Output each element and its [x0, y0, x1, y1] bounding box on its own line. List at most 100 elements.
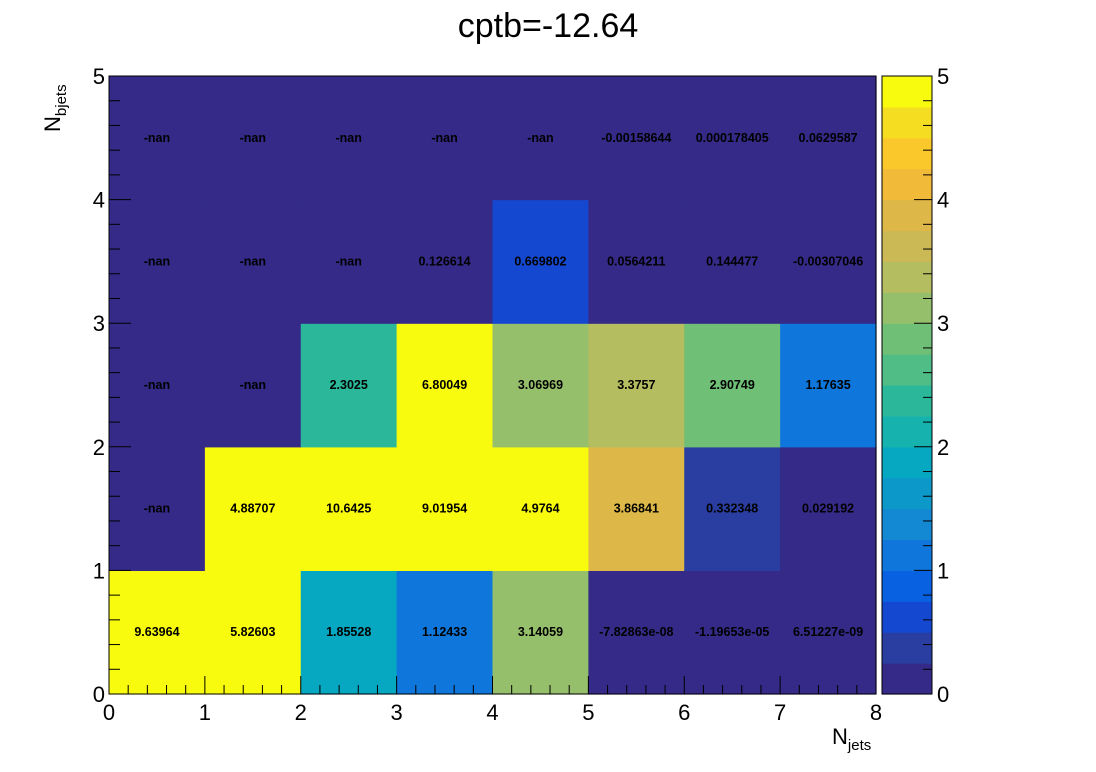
heatmap-cell: [780, 446, 877, 571]
cell-value-label: 9.63964: [134, 625, 179, 639]
chart-title: cptb=-12.64: [458, 7, 639, 45]
cell-value-label: 6.51227e-09: [793, 625, 863, 639]
heatmap-cell: [492, 446, 589, 571]
x-tick-label: 5: [582, 700, 594, 725]
x-tick-label: 0: [103, 700, 115, 725]
heatmap-cell: [684, 76, 781, 201]
x-tick-label: 2: [295, 700, 307, 725]
x-tick-label: 8: [870, 700, 882, 725]
cell-value-label: -nan: [144, 502, 170, 516]
x-tick-label: 4: [486, 700, 498, 725]
colorbar-segment: [882, 570, 932, 602]
colorbar-segment: [882, 539, 932, 571]
colorbar-segment: [882, 199, 932, 232]
cell-value-label: -0.00307046: [793, 254, 863, 268]
y-axis-label: Nbjets: [40, 84, 70, 132]
heatmap-cell: [396, 570, 494, 695]
colorbar-tick-label: 2: [937, 435, 949, 460]
heatmap-cell: [204, 76, 302, 201]
y-axis-label-sub: bjets: [53, 84, 70, 116]
colorbar-tick-label: 5: [937, 64, 949, 89]
cell-value-label: -nan: [144, 378, 170, 392]
cell-value-label: 1.85528: [326, 625, 371, 639]
y-tick-label: 3: [93, 311, 105, 336]
colorbar-segment: [882, 385, 932, 417]
heatmap-cell: [204, 323, 302, 448]
heatmap-cell: [396, 446, 494, 571]
cell-value-label: 1.17635: [805, 378, 850, 392]
cell-value-label: 3.86841: [614, 502, 659, 516]
heatmap-cell: [492, 199, 589, 324]
x-axis-label: Njets: [832, 724, 871, 754]
x-axis-label-main: N: [832, 724, 848, 749]
heatmap-cell: [396, 323, 494, 448]
cell-value-label: 3.06969: [518, 378, 563, 392]
cell-value-label: 0.000178405: [696, 131, 769, 145]
x-tick-label: 1: [199, 700, 211, 725]
cell-value-label: 9.01954: [422, 502, 467, 516]
colorbar-segment: [882, 76, 932, 108]
heatmap-cell: [492, 76, 589, 201]
colorbar-segment: [882, 508, 932, 541]
heatmap-cell: [588, 323, 685, 448]
cell-value-label: 0.332348: [706, 502, 758, 516]
cell-value-label: 0.669802: [514, 254, 566, 268]
x-axis-label-sub: jets: [847, 737, 871, 754]
cell-value-label: 10.6425: [326, 502, 371, 516]
cell-value-label: 0.0564211: [607, 254, 665, 268]
heatmap-cell: [588, 446, 685, 571]
heatmap-cell: [684, 446, 781, 571]
cell-value-label: 5.82603: [230, 625, 275, 639]
cell-value-label: 3.3757: [617, 378, 655, 392]
y-tick-label: 0: [93, 682, 105, 707]
colorbar-segment: [882, 137, 932, 170]
heatmap-cell: [300, 323, 398, 448]
colorbar-segment: [882, 446, 932, 479]
y-tick-label: 2: [93, 435, 105, 460]
cell-value-label: 3.14059: [518, 625, 563, 639]
heatmap-cell: [204, 570, 302, 695]
colorbar-tick-label: 0: [937, 682, 949, 707]
heatmap-cells: [109, 76, 877, 695]
heatmap-cell: [780, 570, 877, 695]
cell-value-label: 0.144477: [706, 254, 758, 268]
heatmap-cell: [396, 76, 494, 201]
y-tick-label: 4: [93, 188, 105, 213]
colorbar-tick-label: 3: [937, 311, 949, 336]
cell-value-label: -nan: [335, 131, 361, 145]
heatmap-cell: [300, 446, 398, 571]
x-tick-label: 7: [774, 700, 786, 725]
cell-value-label: 4.88707: [230, 502, 275, 516]
cell-value-labels: 9.63964 5.82603 1.85528 1.12433 3.14059 -7.82…: [134, 131, 863, 639]
colorbar-tick-label: 4: [937, 188, 949, 213]
heatmap-cell: [684, 199, 781, 324]
colorbar-segment: [882, 663, 932, 695]
cell-value-label: -7.82863e-08: [599, 625, 673, 639]
heatmap-cell: [300, 570, 398, 695]
cell-value-label: -nan: [144, 131, 170, 145]
heatmap-cell: [204, 446, 302, 571]
colorbar: 0 1 2 3 4 5: [881, 64, 949, 707]
heatmap-cell: [204, 199, 302, 324]
cell-value-label: 0.126614: [418, 254, 470, 268]
cell-value-label: -nan: [335, 254, 361, 268]
cell-value-label: -1.19653e-05: [695, 625, 769, 639]
heatmap-cell: [684, 570, 781, 695]
cell-value-label: -nan: [527, 131, 553, 145]
cell-value-label: -nan: [240, 131, 266, 145]
cell-value-label: -nan: [240, 254, 266, 268]
colorbar-segment: [882, 168, 932, 201]
colorbar-segment: [882, 632, 932, 664]
heatmap-cell: [780, 323, 877, 448]
heatmap-cell: [684, 323, 781, 448]
colorbar-segment: [882, 415, 932, 448]
cell-value-label: 0.0629587: [799, 131, 858, 145]
heatmap-cell: [396, 199, 494, 324]
cell-value-label: 2.3025: [330, 378, 368, 392]
colorbar-segment: [882, 106, 932, 139]
heatmap-cell: [109, 323, 206, 448]
colorbar-segment: [882, 354, 932, 386]
cell-value-label: -nan: [144, 254, 170, 268]
y-axis-label-main: N: [40, 116, 65, 132]
